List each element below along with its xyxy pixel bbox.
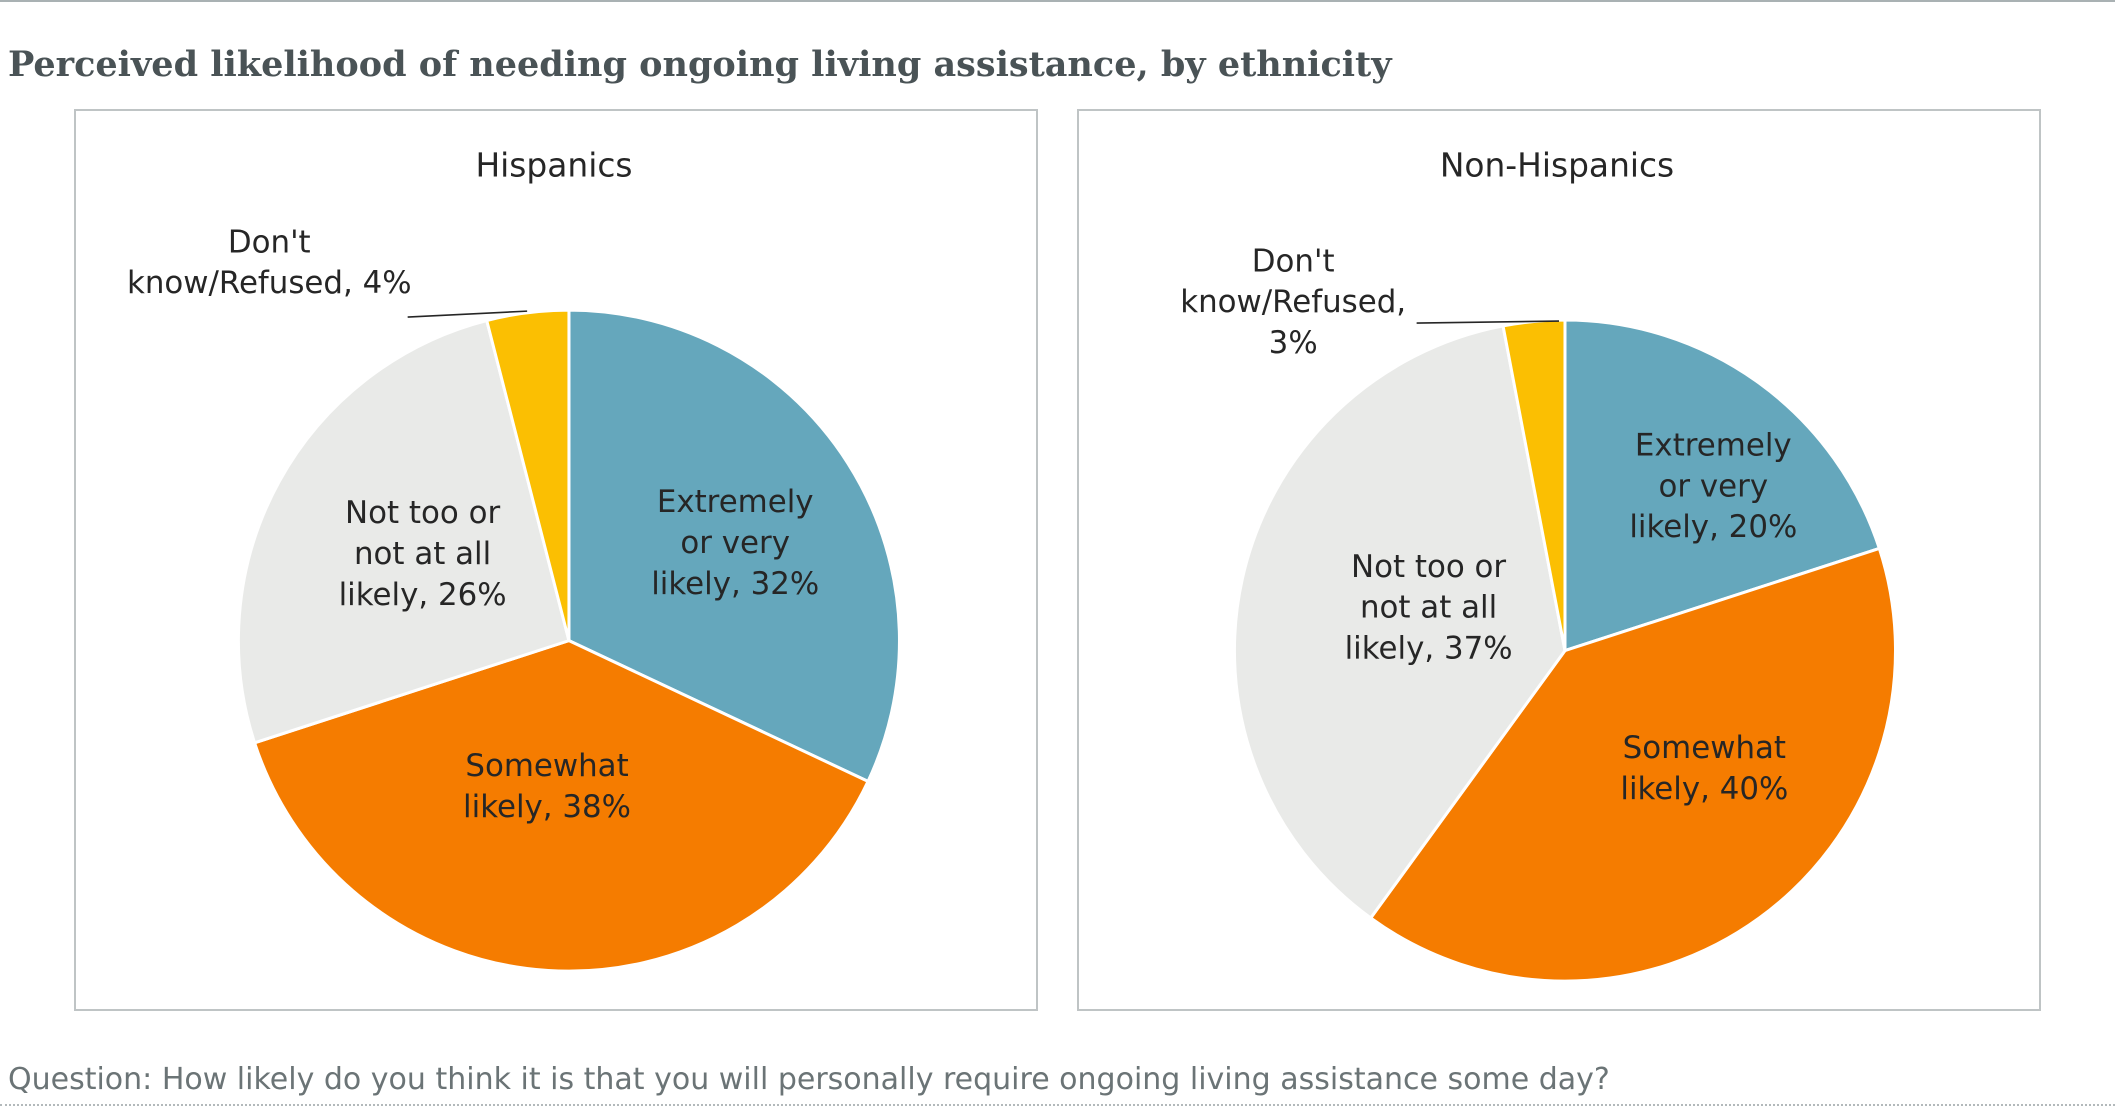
label-extremely-or-very-likely-line: or very: [1659, 468, 1769, 504]
slice-somewhat-likely: [253, 639, 870, 973]
chart-title: Perceived likelihood of needing ongoing …: [8, 44, 1392, 85]
label-dont-know-refused-line: know/Refused,: [1180, 284, 1406, 320]
label-dont-know-refused-line: know/Refused, 4%: [127, 265, 412, 301]
label-not-too-or-not-at-all-likely-line: likely, 37%: [1345, 631, 1513, 667]
label-extremely-or-very-likely-line: Extremely: [657, 484, 814, 520]
panel-title-hispanics: Hispanics: [475, 147, 632, 185]
label-dont-know-refused: Don't know/Refused, 3%: [1180, 243, 1406, 361]
label-dont-know-refused: Don't know/Refused, 4%: [127, 224, 412, 301]
label-not-too-or-not-at-all-likely-line: not at all: [1360, 590, 1497, 626]
top-rule: [0, 0, 2115, 2]
label-somewhat-likely: Somewhat likely, 38%: [463, 748, 631, 825]
slice-extremely-or-very-likely: [567, 308, 901, 783]
label-not-too-or-not-at-all-likely: Not too or not at all likely, 37%: [1345, 549, 1513, 667]
label-not-too-or-not-at-all-likely-line: Not too or: [345, 495, 500, 531]
question-note: Question: How likely do you think it is …: [8, 1062, 1610, 1097]
slice-not-too-or-not-at-all-likely: [1232, 324, 1567, 920]
label-extremely-or-very-likely-line: or very: [680, 525, 790, 561]
leader-line-dont-know-refused: [407, 310, 528, 318]
label-dont-know-refused-line: 3%: [1269, 325, 1318, 361]
slice-somewhat-likely: [1369, 546, 1897, 983]
panel-title-non-hispanics: Non-Hispanics: [1440, 147, 1674, 185]
label-somewhat-likely-line: Somewhat: [1623, 730, 1786, 766]
label-somewhat-likely-line: Somewhat: [465, 748, 628, 784]
slice-extremely-or-very-likely: [1563, 318, 1881, 653]
label-somewhat-likely-line: likely, 38%: [463, 789, 631, 825]
label-dont-know-refused-line: Don't: [228, 224, 311, 260]
label-extremely-or-very-likely: Extremely or very likely, 20%: [1629, 427, 1797, 545]
label-extremely-or-very-likely-line: Extremely: [1635, 427, 1792, 463]
label-dont-know-refused-line: Don't: [1252, 243, 1335, 279]
label-somewhat-likely-line: likely, 40%: [1620, 771, 1788, 807]
label-not-too-or-not-at-all-likely: Not too or not at all likely, 26%: [339, 495, 507, 613]
pie-chart-non-hispanics: Non-Hispanics Extremely or very likely, 20…: [1077, 109, 2041, 1011]
label-extremely-or-very-likely: Extremely or very likely, 32%: [651, 484, 819, 602]
slice-not-too-or-not-at-all-likely: [236, 319, 571, 745]
label-extremely-or-very-likely-line: likely, 20%: [1629, 509, 1797, 545]
leader-line-dont-know-refused: [1416, 320, 1560, 324]
label-extremely-or-very-likely-line: likely, 32%: [651, 566, 819, 602]
label-not-too-or-not-at-all-likely-line: Not too or: [1351, 549, 1506, 585]
bottom-rule: [0, 1104, 2115, 1106]
slice-dont-know-refused: [485, 308, 571, 643]
label-not-too-or-not-at-all-likely-line: not at all: [354, 536, 491, 572]
label-not-too-or-not-at-all-likely-line: likely, 26%: [339, 577, 507, 613]
pie-chart-hispanics: Hispanics Extremely or very likely, 32% Som…: [74, 109, 1038, 1011]
label-somewhat-likely: Somewhat likely, 40%: [1620, 730, 1788, 807]
